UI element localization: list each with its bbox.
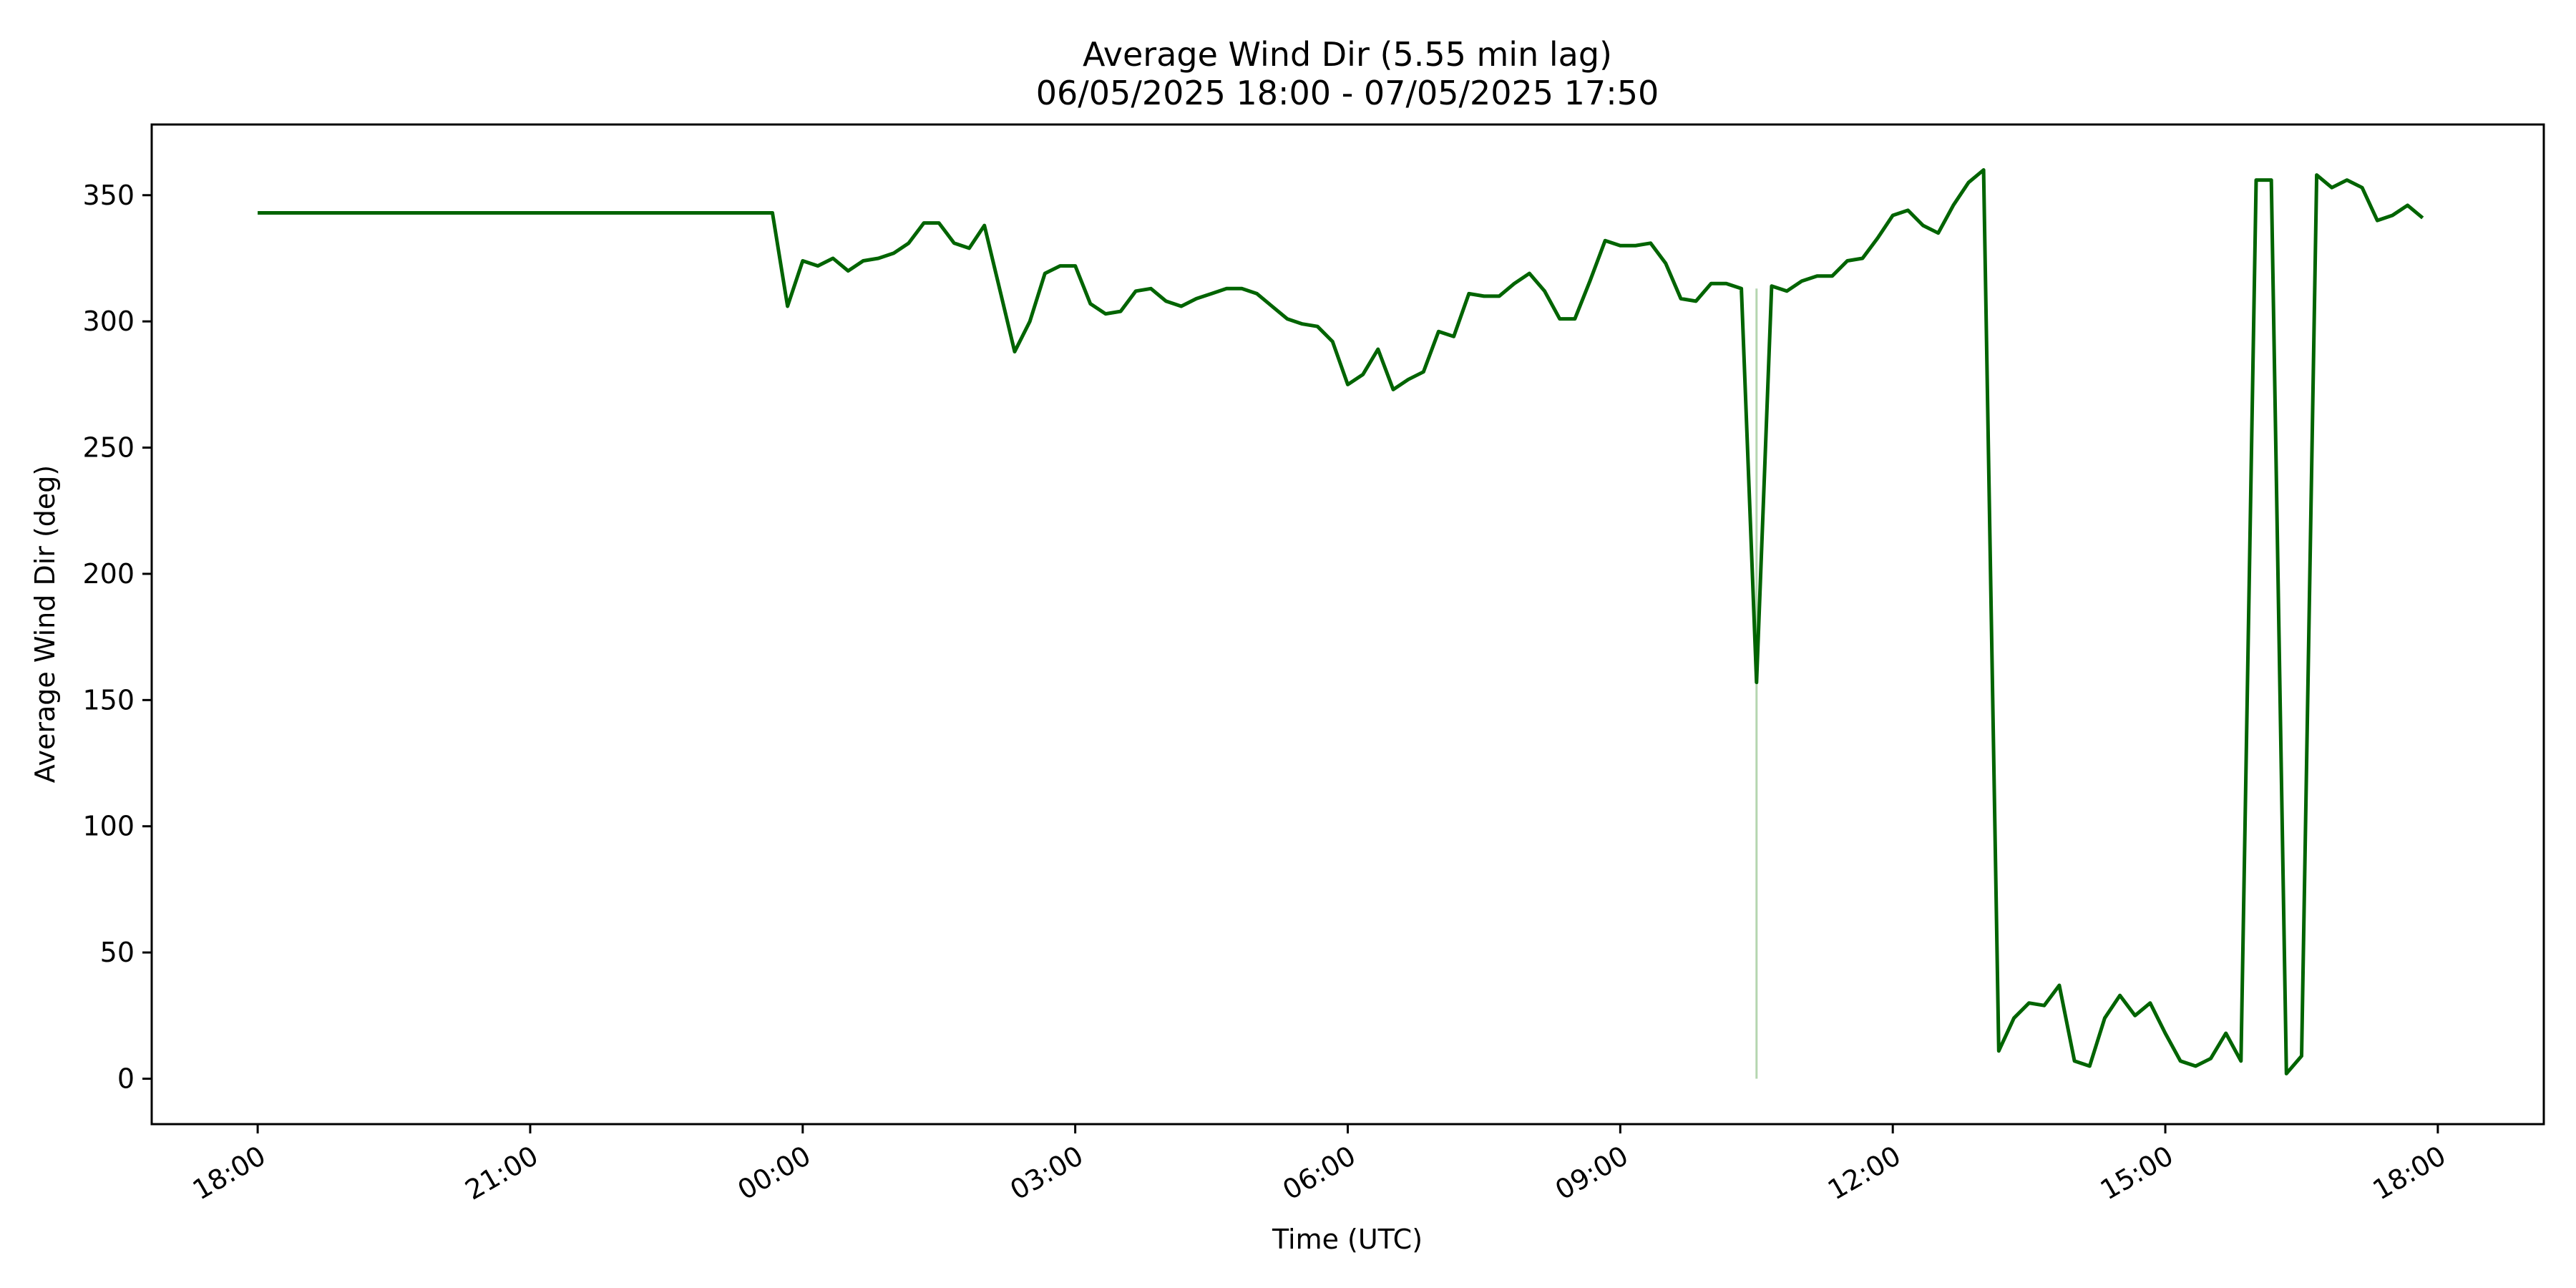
series-line-wind-dir: [258, 168, 2424, 1075]
y-tick-label: 300: [82, 306, 135, 337]
y-tick-label: 350: [82, 180, 135, 211]
chart-title: Average Wind Dir (5.55 min lag): [1083, 35, 1612, 74]
y-tick-label: 0: [117, 1063, 135, 1095]
y-tick-label: 50: [100, 937, 135, 968]
y-tick-label: 150: [82, 684, 135, 716]
plot-area-frame: [150, 123, 2545, 1126]
y-tick-label: 250: [82, 432, 135, 464]
chart-subtitle: 06/05/2025 18:00 - 07/05/2025 17:50: [1036, 74, 1659, 112]
y-tick-label: 100: [82, 811, 135, 842]
y-axis-label: Average Wind Dir (deg): [29, 465, 61, 784]
plot-series: [258, 168, 2424, 1079]
y-tick-label: 200: [82, 558, 135, 590]
x-axis-label: Time (UTC): [1272, 1224, 1423, 1255]
